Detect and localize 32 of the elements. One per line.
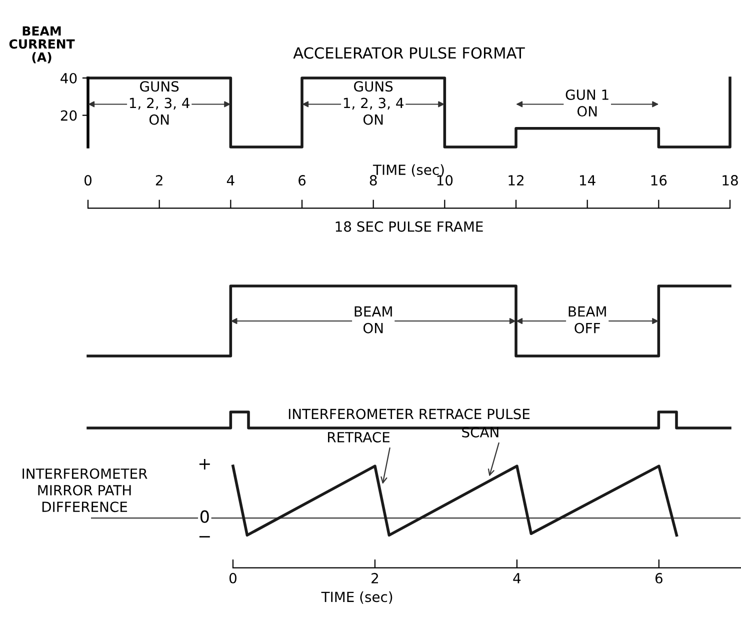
y-tick-label: 20 — [60, 110, 77, 121]
annotation: 0 — [200, 510, 209, 523]
x-tick-label: 0 — [229, 572, 236, 584]
x-tick-label: 14 — [580, 175, 596, 186]
x-tick-label: 10 — [437, 175, 453, 186]
x-tick-label: 6 — [655, 572, 662, 584]
annotation: SCAN — [462, 426, 498, 438]
x-tick-label: 16 — [651, 175, 667, 186]
y-axis-title: BEAM CURRENT (A) — [9, 26, 75, 64]
x-tick-label: 0 — [84, 175, 92, 186]
x-tick-label: 8 — [370, 175, 377, 186]
annotation: + — [199, 459, 210, 470]
x-tick-label: 4 — [226, 175, 234, 186]
y-tick-label: 40 — [60, 72, 77, 84]
annotation: GUNS 1, 2, 3, 4 ON — [130, 81, 190, 125]
annotation: BEAM OFF — [568, 306, 606, 334]
annotation: RETRACE — [328, 432, 390, 442]
annotation: GUN 1 ON — [566, 89, 608, 117]
chart-title: ACCELERATOR PULSE FORMAT — [293, 47, 525, 59]
annotation: BEAM ON — [354, 306, 392, 334]
x-tick-label: 6 — [298, 175, 306, 186]
x-tick-label: 2 — [156, 175, 162, 186]
x-tick-label: 18 — [722, 175, 738, 186]
text: 18 SEC PULSE FRAME — [336, 221, 483, 232]
x-axis-title: TIME (sec) — [321, 591, 392, 604]
y-axis-title: INTERFEROMETER MIRROR PATH DIFFERENCE — [22, 468, 148, 512]
x-tick-label: 12 — [508, 175, 524, 186]
x-tick-label: 4 — [513, 573, 521, 584]
x-tick-label: 2 — [372, 572, 378, 584]
annotation: GUNS 1, 2, 3, 4 ON — [344, 81, 404, 125]
text: − — [199, 536, 210, 538]
annotation: INTERFEROMETER RETRACE PULSE — [288, 408, 530, 420]
